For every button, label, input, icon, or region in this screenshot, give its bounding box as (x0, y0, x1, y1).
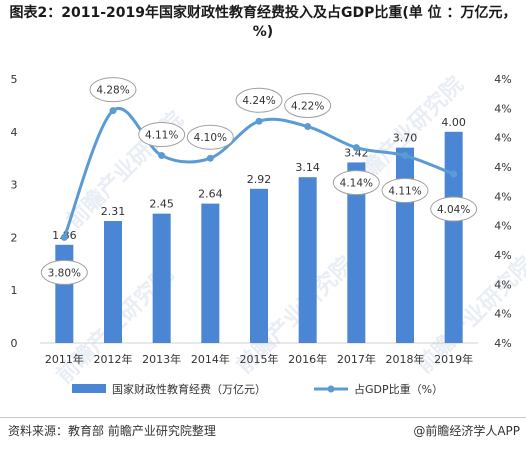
bar-2 (152, 213, 171, 343)
footer-divider (0, 417, 526, 418)
x-tick-label-7: 2018年 (386, 352, 425, 366)
bar-6 (347, 162, 366, 343)
callout-bubble-7 (381, 178, 429, 204)
line-point-4 (255, 117, 263, 125)
line-point-7 (401, 152, 409, 160)
right-tick-label-8: 4% (494, 102, 511, 115)
legend-bar-label: 国家财政性教育经费（万亿元） (112, 382, 266, 396)
right-tick-label-3: 4% (494, 249, 511, 262)
bar-7 (396, 147, 414, 343)
x-tick-label-2: 2013年 (142, 352, 181, 366)
axes: 0 1 2 3 4 5 4% 4% 4% 4% 4% 4% 4% 4% 4% 4% 2011年 2012年 2013… (11, 73, 512, 366)
bar-label-4: 2.92 (247, 173, 272, 186)
callout-label-5: 4.22% (291, 101, 324, 113)
right-tick-label-5: 4% (494, 190, 511, 203)
bar-label-2: 2.45 (149, 198, 174, 211)
callout-bubble-1 (89, 77, 137, 103)
x-tick-label-5: 2016年 (288, 352, 327, 366)
chart-title: 图表2：2011-2019年国家财政性教育经费投入及占GDP比重(单 位 ：万亿… (9, 5, 517, 40)
right-tick-label-7: 4% (494, 132, 511, 145)
legend-line-marker (327, 385, 335, 393)
line-point-3 (206, 154, 214, 162)
left-tick-label-0: 0 (11, 337, 18, 350)
legend-bar-swatch (72, 384, 106, 393)
legend-line-label: 占GDP比重（%） (354, 382, 443, 396)
callout-bubble-6 (332, 170, 380, 196)
line-value-callouts: 3.80% 4.28% 4.11% 4.10% 4.24% 4.22% 4.14% 4.11%… (40, 77, 478, 285)
bar-label-8: 4.00 (441, 116, 466, 129)
line-point-1 (109, 107, 117, 115)
left-tick-label-1: 1 (11, 284, 18, 297)
x-tick-label-4: 2015年 (240, 352, 279, 366)
right-tick-label-6: 4% (494, 161, 511, 174)
callout-label-7: 4.11% (388, 186, 421, 198)
right-tick-label-2: 4% (494, 278, 511, 291)
x-tick-label-6: 2017年 (337, 352, 376, 366)
right-tick-label-4: 4% (494, 220, 511, 233)
callout-label-4: 4.24% (242, 95, 275, 107)
line-point-6 (352, 144, 360, 152)
x-tick-label-3: 2014年 (191, 352, 230, 366)
left-tick-label-3: 3 (11, 179, 18, 192)
bar-label-5: 3.14 (295, 161, 320, 174)
bar-3 (201, 203, 220, 343)
line-series (60, 106, 458, 241)
callout-bubble-8 (430, 196, 478, 222)
right-tick-label-9: 4% (494, 73, 511, 86)
callout-label-3: 4.10% (194, 132, 227, 144)
bar-5 (298, 177, 317, 343)
x-tick-label-1: 2012年 (94, 352, 133, 366)
bar-series (55, 131, 463, 343)
source-note: 资料来源：教育部 前瞻产业研究院整理 (8, 424, 216, 438)
right-tick-label-0: 4% (494, 337, 511, 350)
callout-bubble-3 (186, 124, 234, 150)
line-point-0 (60, 233, 68, 241)
bar-1 (104, 221, 122, 343)
bar-4 (250, 188, 268, 343)
bar-8 (444, 131, 463, 343)
left-tick-label-5: 5 (11, 73, 18, 86)
right-tick-label-1: 4% (494, 308, 511, 321)
line-point-8 (450, 170, 458, 178)
bar-label-7: 3.70 (393, 132, 418, 145)
callout-bubble-5 (284, 93, 332, 119)
callout-bubble-0 (40, 259, 88, 285)
line-point-5 (304, 123, 312, 131)
callout-bubble-4 (235, 87, 283, 113)
bar-label-3: 2.64 (198, 188, 223, 201)
callout-label-2: 4.11% (145, 130, 178, 142)
callout-label-1: 4.28% (96, 85, 129, 97)
bar-label-1: 2.31 (101, 205, 126, 218)
callout-label-6: 4.14% (340, 178, 373, 190)
callout-label-0: 3.80% (48, 267, 81, 279)
callout-label-8: 4.04% (437, 204, 470, 216)
left-tick-label-2: 2 (11, 231, 18, 244)
x-tick-label-0: 2011年 (45, 352, 84, 366)
x-tick-label-8: 2019年 (434, 352, 473, 366)
line-point-2 (158, 152, 166, 160)
brand-credit: @前瞻经济学人APP (413, 424, 520, 438)
bar-0 (55, 244, 74, 343)
callout-bubble-2 (138, 122, 186, 148)
left-tick-label-4: 4 (11, 126, 18, 139)
legend: 国家财政性教育经费（万亿元） 占GDP比重（%） (72, 382, 443, 396)
